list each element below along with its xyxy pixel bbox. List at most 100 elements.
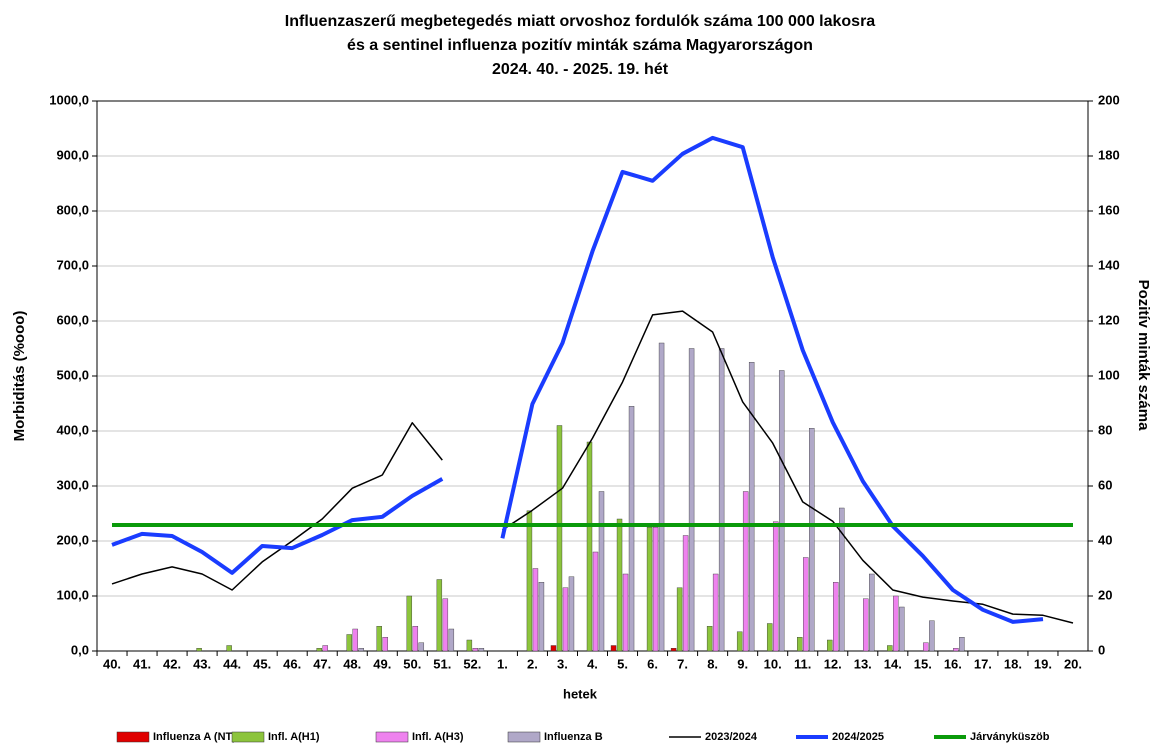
y-tick-label: 1000,0	[49, 92, 89, 107]
bar	[568, 576, 575, 652]
bar	[893, 595, 899, 652]
x-tick-label: 40.	[103, 656, 121, 671]
bar	[766, 623, 773, 652]
x-tick-label: 18.	[1004, 656, 1022, 671]
bar	[797, 637, 803, 652]
x-tick-label: 44.	[223, 656, 241, 671]
bar	[322, 645, 328, 652]
bar	[616, 518, 623, 652]
legend-label: Járványküszöb	[970, 731, 1050, 743]
x-tick-label: 14.	[884, 656, 902, 671]
y-tick-label: 100,0	[56, 587, 89, 602]
bar	[442, 598, 449, 652]
bar	[556, 425, 563, 652]
bar	[682, 535, 689, 652]
y-tick-label: 800,0	[56, 202, 89, 217]
x-tick-label: 7.	[677, 656, 688, 671]
bar	[899, 606, 905, 652]
bar	[382, 637, 388, 652]
bar	[532, 568, 539, 652]
y2-tick-label: 20	[1098, 587, 1112, 602]
bar	[923, 642, 929, 652]
y2-tick-label: 140	[1098, 257, 1120, 272]
y2-tick-label: 100	[1098, 367, 1120, 382]
bar	[646, 527, 653, 652]
y-tick-label: 0,0	[71, 642, 89, 657]
bar	[448, 628, 455, 652]
bar	[929, 620, 935, 652]
x-tick-label: 4.	[587, 656, 598, 671]
bar	[472, 648, 479, 652]
y-tick-label: 400,0	[56, 422, 89, 437]
x-tick-label: 15.	[914, 656, 932, 671]
bar	[953, 648, 959, 652]
bar	[436, 579, 443, 652]
x-tick-label: 11.	[794, 656, 811, 671]
bar	[869, 573, 875, 652]
y-tick-label: 600,0	[56, 312, 89, 327]
bar	[592, 551, 599, 652]
bar	[226, 645, 232, 652]
x-tick-label: 13.	[854, 656, 872, 671]
bar	[652, 527, 659, 652]
x-tick-label: 17.	[974, 656, 992, 671]
bar	[778, 370, 785, 652]
line	[111, 310, 1074, 624]
bar	[658, 342, 665, 652]
bar	[688, 348, 695, 652]
bar	[718, 348, 725, 652]
x-tick-label: 41.	[133, 656, 151, 671]
x-tick-label: 10.	[764, 656, 782, 671]
legend-swatch	[507, 731, 541, 743]
plot-frame	[96, 100, 1089, 652]
y2-tick-label: 0	[1098, 642, 1105, 657]
bar	[742, 491, 749, 652]
bar	[887, 645, 893, 652]
x-tick-label: 52.	[463, 656, 481, 671]
bar	[316, 648, 322, 652]
x-tick-label: 9.	[737, 656, 748, 671]
x-tick-label: 12.	[824, 656, 842, 671]
y2-axis-label: Pozitív minták száma	[1135, 280, 1152, 432]
x-tick-label: 1.	[497, 656, 508, 671]
bar	[550, 645, 557, 652]
x-tick-label: 8.	[707, 656, 718, 671]
line	[111, 135, 1044, 624]
legend-label: Infl. A(H3)	[412, 731, 464, 743]
bar	[839, 507, 845, 652]
bar	[538, 582, 545, 652]
y-tick-label: 700,0	[56, 257, 89, 272]
bar	[406, 595, 413, 652]
bar	[478, 648, 485, 652]
bar	[196, 648, 202, 652]
bar	[622, 573, 629, 652]
bar	[676, 587, 683, 652]
bar	[863, 598, 869, 652]
bar	[358, 648, 364, 652]
bar	[748, 362, 755, 652]
y-tick-label: 500,0	[56, 367, 89, 382]
x-tick-label: 3.	[557, 656, 568, 671]
bar	[466, 639, 473, 652]
chart-title: 2024. 40. - 2025. 19. hét	[492, 61, 669, 78]
y2-tick-label: 180	[1098, 147, 1120, 162]
legend-swatch	[231, 731, 265, 743]
legend-label: Influenza B	[544, 731, 603, 743]
bar	[526, 510, 533, 652]
legend-label: Infl. A(H1)	[268, 731, 320, 743]
bar	[418, 642, 425, 652]
y-tick-label: 200,0	[56, 532, 89, 547]
bar	[376, 626, 382, 652]
bar	[412, 626, 419, 652]
chart-title: Influenzaszerű megbetegedés miatt orvosh…	[285, 13, 876, 30]
bar	[712, 573, 719, 652]
bar	[833, 582, 839, 652]
x-tick-label: 46.	[283, 656, 301, 671]
x-tick-label: 48.	[343, 656, 361, 671]
chart-title: és a sentinel influenza pozitív minták s…	[347, 37, 813, 54]
x-tick-label: 42.	[163, 656, 181, 671]
x-tick-label: 49.	[373, 656, 391, 671]
x-tick-label: 20.	[1064, 656, 1082, 671]
